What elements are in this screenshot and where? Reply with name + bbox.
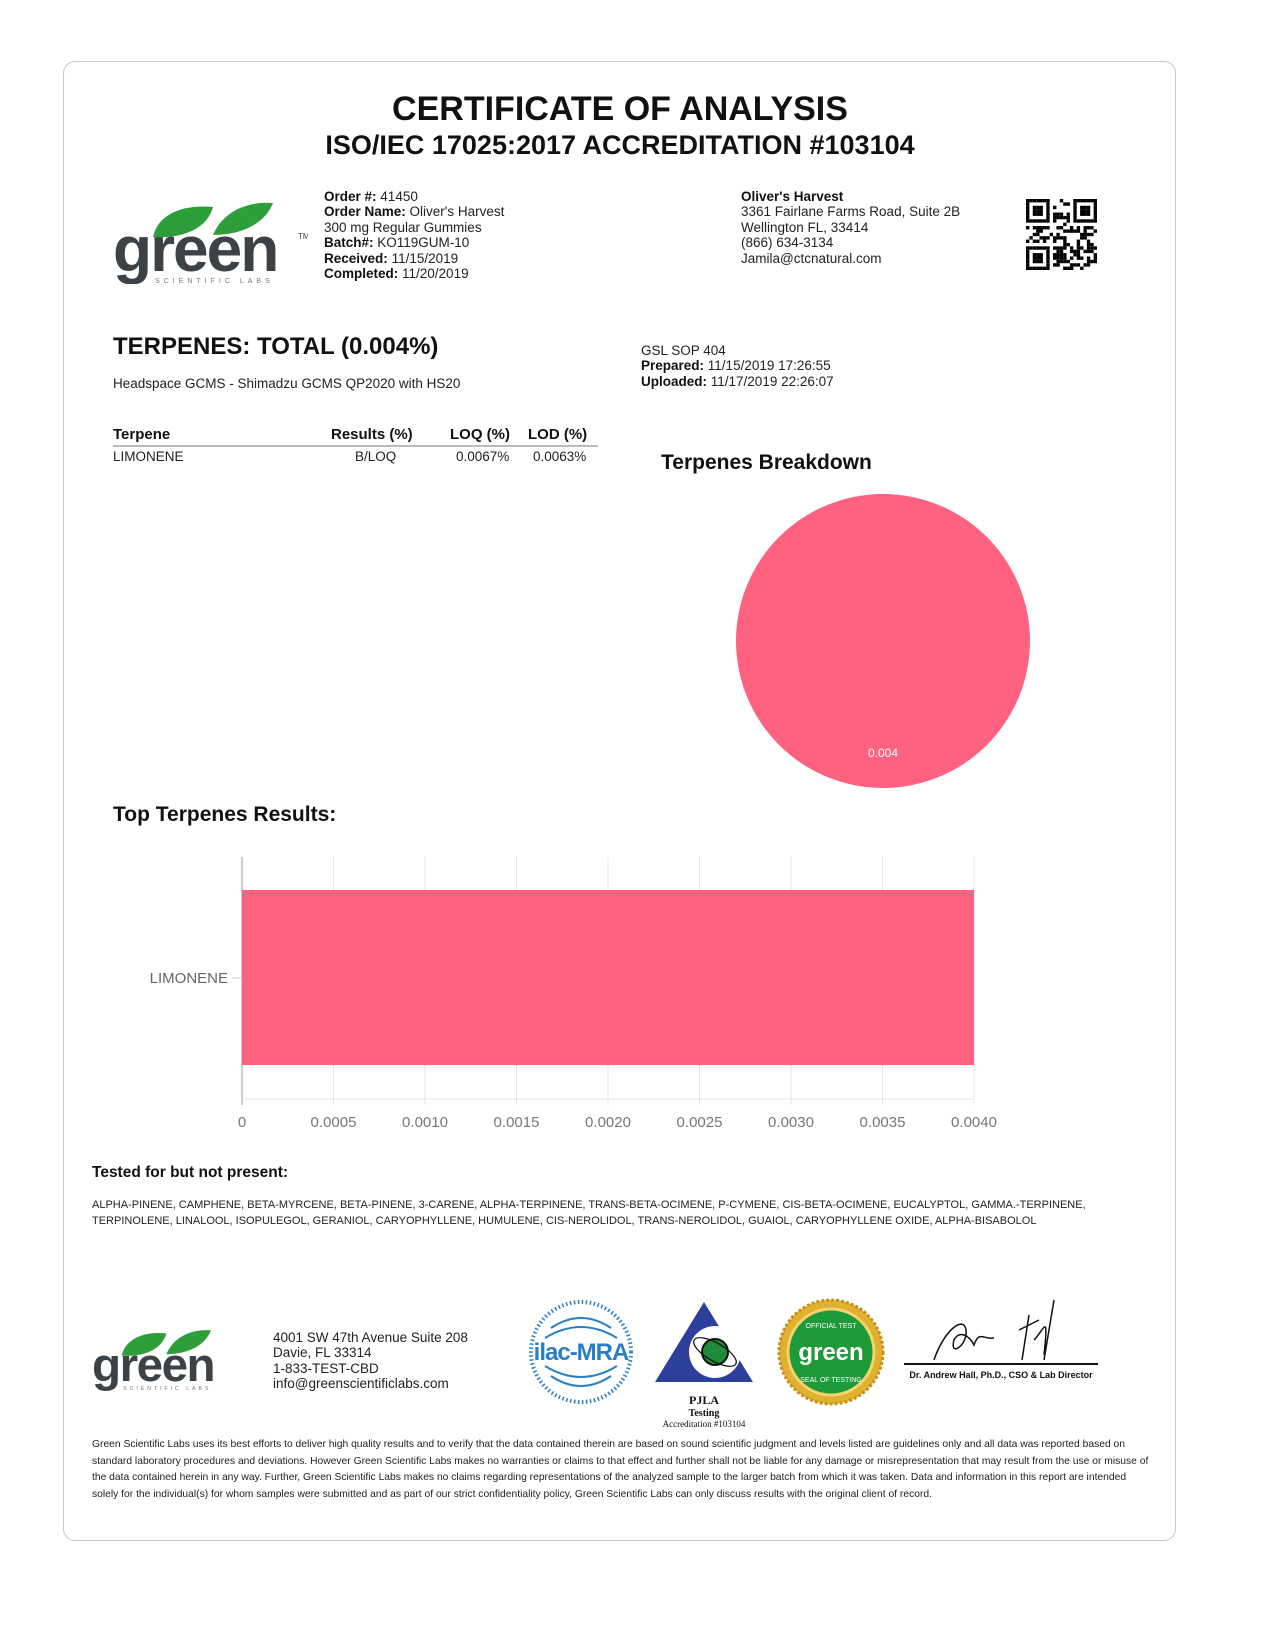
x-tick-label: 0 bbox=[237, 1114, 247, 1131]
cell-lod: 0.0063% bbox=[533, 449, 587, 464]
svg-text:green: green bbox=[798, 1339, 863, 1366]
prep-info: GSL SOP 404 Prepared: 11/15/2019 17:26:5… bbox=[641, 343, 834, 389]
accreditation-subtitle: ISO/IEC 17025:2017 ACCREDITATION #103104 bbox=[325, 130, 915, 160]
not-present-title: Tested for but not present: bbox=[92, 1164, 289, 1181]
x-tick-label: 0.0020 bbox=[585, 1114, 631, 1131]
order-info: Order #: 41450 Order Name: Oliver's Harv… bbox=[324, 189, 505, 282]
x-tick-label: 0.0005 bbox=[310, 1114, 357, 1131]
x-tick-label: 0.0025 bbox=[676, 1114, 723, 1131]
svg-text:SCIENTIFIC LABS: SCIENTIFIC LABS bbox=[155, 278, 274, 284]
x-tick-label: 0.0010 bbox=[402, 1114, 448, 1131]
footer-address: 4001 SW 47th Avenue Suite 208 Davie, FL … bbox=[273, 1330, 468, 1392]
svg-text:green: green bbox=[92, 1339, 214, 1392]
svg-text:OFFICIAL TEST: OFFICIAL TEST bbox=[806, 1323, 858, 1330]
green-test-seal: green OFFICIAL TEST SEAL OF TESTING bbox=[777, 1298, 885, 1406]
x-tick-label: 0.0015 bbox=[493, 1114, 540, 1131]
not-present-list-line2: TERPINOLENE, LINALOOL, ISOPULEGOL, GERAN… bbox=[92, 1215, 1037, 1227]
pie-data-label: 0.004 bbox=[868, 746, 898, 760]
bar-limonene[interactable] bbox=[242, 890, 974, 1065]
page-title: CERTIFICATE OF ANALYSIS bbox=[392, 90, 848, 128]
svg-text:TM: TM bbox=[298, 232, 308, 241]
cell-loq: 0.0067% bbox=[456, 449, 510, 464]
pjla-seal: PJLA Testing Accreditation #103104 bbox=[653, 1300, 755, 1429]
svg-text:SEAL OF TESTING: SEAL OF TESTING bbox=[800, 1377, 861, 1384]
bar-chart bbox=[232, 857, 975, 1105]
signer-name: Dr. Andrew Hall, Ph.D., CSO & Lab Direct… bbox=[909, 1370, 1093, 1380]
footer-green-logo: green SCIENTIFIC LABS bbox=[92, 1325, 237, 1393]
bar-chart-title: Top Terpenes Results: bbox=[113, 803, 337, 826]
page-frame bbox=[63, 61, 1176, 1541]
x-tick-label: 0.0035 bbox=[859, 1114, 906, 1131]
qr-code[interactable] bbox=[1026, 199, 1097, 270]
svg-text:green: green bbox=[113, 213, 277, 284]
x-tick-label: 0.0030 bbox=[768, 1114, 814, 1131]
pie-slice-limonene[interactable] bbox=[736, 494, 1030, 788]
client-info: Oliver's Harvest 3361 Fairlane Farms Roa… bbox=[741, 189, 961, 266]
signature bbox=[904, 1299, 1098, 1365]
col-header-results: Results (%) bbox=[331, 426, 413, 443]
table-divider bbox=[113, 445, 598, 447]
svg-text:SCIENTIFIC LABS: SCIENTIFIC LABS bbox=[123, 1386, 211, 1392]
cell-terpene: LIMONENE bbox=[113, 449, 184, 464]
svg-text:ilac-MRA: ilac-MRA bbox=[534, 1339, 629, 1366]
method-text: Headspace GCMS - Shimadzu GCMS QP2020 wi… bbox=[113, 376, 461, 391]
disclaimer: Green Scientific Labs uses its best effo… bbox=[92, 1439, 1149, 1500]
col-header-lod: LOD (%) bbox=[528, 426, 588, 443]
green-logo: green TM SCIENTIFIC LABS bbox=[113, 199, 310, 285]
col-header-loq: LOQ (%) bbox=[450, 426, 510, 443]
not-present-list-line1: ALPHA-PINENE, CAMPHENE, BETA-MYRCENE, BE… bbox=[92, 1199, 1086, 1211]
section-title: TERPENES: TOTAL (0.004%) bbox=[113, 333, 439, 360]
pie-title: Terpenes Breakdown bbox=[661, 451, 872, 474]
x-tick-label: 0.0040 bbox=[951, 1114, 997, 1131]
ilac-mra-seal: ilac-MRA bbox=[529, 1300, 633, 1404]
col-header-terpene: Terpene bbox=[113, 426, 171, 443]
cell-result: B/LOQ bbox=[355, 449, 397, 464]
pie-chart: 0.004 bbox=[736, 494, 1030, 788]
bar-category-label: LIMONENE bbox=[149, 970, 228, 987]
